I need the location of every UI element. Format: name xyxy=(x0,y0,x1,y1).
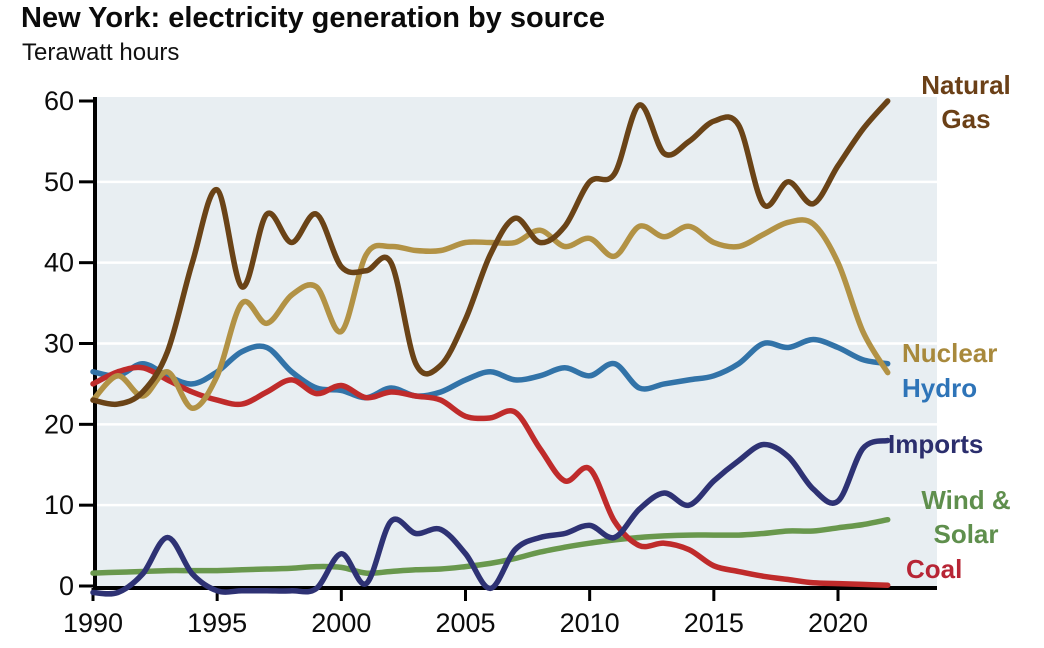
natural-gas-label-line2: Gas xyxy=(941,104,991,134)
x-tick-label: 2015 xyxy=(684,608,744,638)
chart-title: New York: electricity generation by sour… xyxy=(21,2,605,34)
y-tick-label: 0 xyxy=(59,571,74,601)
nuclear-label: Nuclear xyxy=(902,338,998,368)
y-tick-label: 10 xyxy=(44,490,74,520)
series-line-nuclear xyxy=(90,217,891,411)
x-tick-label: 2020 xyxy=(808,608,868,638)
x-tick-label: 2010 xyxy=(560,608,620,638)
chart-subtitle: Terawatt hours xyxy=(22,39,180,66)
series-line-wind-solar xyxy=(90,516,891,576)
series-line-natural-gas xyxy=(90,98,891,408)
series-line-imports xyxy=(90,437,891,597)
x-tick-label: 1995 xyxy=(187,608,247,638)
series-line-hydro xyxy=(90,336,891,401)
imports-label: Imports xyxy=(888,429,984,459)
wind-solar-label-line2: Solar xyxy=(933,519,999,549)
wind-solar-label-line1: Wind & xyxy=(921,485,1011,515)
x-tick-label: 2000 xyxy=(311,608,371,638)
series-line-coal xyxy=(90,364,891,588)
y-tick-label: 30 xyxy=(44,329,74,359)
natural-gas-label-line1: Natural xyxy=(921,70,1011,100)
x-tick-label: 2005 xyxy=(435,608,495,638)
y-tick-label: 50 xyxy=(44,167,74,197)
y-tick-label: 40 xyxy=(44,248,74,278)
hydro-label: Hydro xyxy=(902,373,978,403)
coal-label: Coal xyxy=(906,554,963,584)
y-tick-label: 20 xyxy=(44,409,74,439)
x-tick-label: 1990 xyxy=(63,608,123,638)
y-tick-label: 60 xyxy=(44,86,74,116)
wind-solar-label: Wind & Solar xyxy=(896,483,1036,551)
natural-gas-label: Natural Gas xyxy=(896,68,1036,136)
